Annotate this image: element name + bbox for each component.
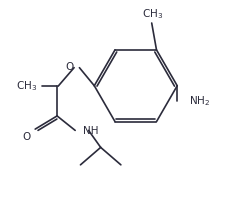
Text: CH$_3$: CH$_3$ (142, 7, 163, 21)
Text: CH$_3$: CH$_3$ (16, 79, 37, 93)
Text: NH: NH (83, 126, 98, 136)
Text: O: O (23, 132, 31, 142)
Text: O: O (66, 62, 74, 72)
Text: NH$_2$: NH$_2$ (189, 94, 210, 107)
